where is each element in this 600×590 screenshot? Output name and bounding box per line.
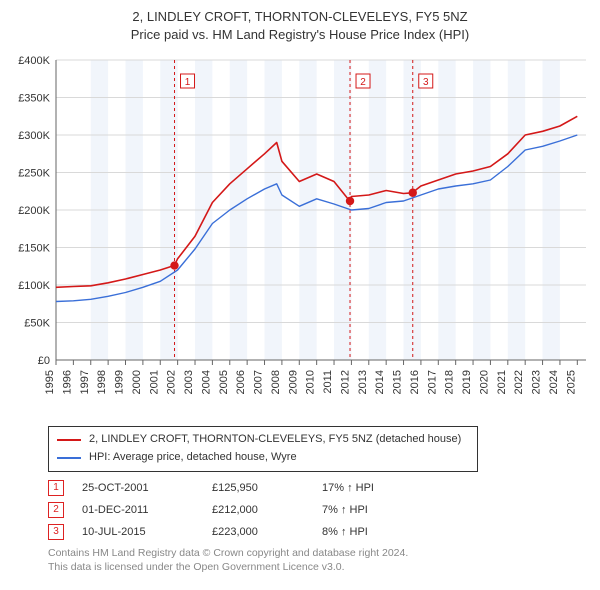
tx-date: 01-DEC-2011 [82, 504, 212, 516]
svg-text:2011: 2011 [322, 370, 334, 394]
marker-badge: 2 [48, 502, 64, 518]
legend-label: HPI: Average price, detached house, Wyre [89, 449, 297, 467]
legend: 2, LINDLEY CROFT, THORNTON-CLEVELEYS, FY… [48, 426, 478, 471]
svg-text:2023: 2023 [531, 370, 543, 394]
marker-badge: 1 [48, 480, 64, 496]
svg-text:£0: £0 [38, 355, 50, 367]
svg-text:3: 3 [423, 77, 429, 88]
svg-text:2006: 2006 [235, 370, 247, 394]
tx-date: 25-OCT-2001 [82, 482, 212, 494]
svg-text:2004: 2004 [200, 370, 212, 394]
svg-text:2: 2 [360, 77, 366, 88]
chart-title-block: 2, LINDLEY CROFT, THORNTON-CLEVELEYS, FY… [8, 8, 592, 44]
legend-swatch [57, 439, 81, 441]
svg-text:2002: 2002 [166, 370, 178, 394]
table-row: 3 10-JUL-2015 £223,000 8% ↑ HPI [48, 524, 592, 540]
table-row: 1 25-OCT-2001 £125,950 17% ↑ HPI [48, 480, 592, 496]
footer-attribution: Contains HM Land Registry data © Crown c… [48, 546, 592, 575]
svg-text:2001: 2001 [148, 370, 160, 394]
svg-text:2017: 2017 [426, 370, 438, 394]
svg-text:1: 1 [185, 77, 191, 88]
svg-text:£300K: £300K [18, 130, 50, 142]
table-row: 2 01-DEC-2011 £212,000 7% ↑ HPI [48, 502, 592, 518]
svg-text:1995: 1995 [44, 370, 56, 394]
tx-pct: 8% ↑ HPI [322, 526, 432, 538]
svg-text:2022: 2022 [513, 370, 525, 394]
svg-text:2014: 2014 [374, 370, 386, 394]
tx-pct: 7% ↑ HPI [322, 504, 432, 516]
svg-text:2013: 2013 [357, 370, 369, 394]
legend-item: 2, LINDLEY CROFT, THORNTON-CLEVELEYS, FY… [57, 431, 469, 449]
svg-text:2000: 2000 [131, 370, 143, 394]
svg-text:2008: 2008 [270, 370, 282, 394]
svg-text:£400K: £400K [18, 55, 50, 67]
title-line-2: Price paid vs. HM Land Registry's House … [8, 26, 592, 44]
svg-text:2010: 2010 [305, 370, 317, 394]
svg-text:2025: 2025 [565, 370, 577, 394]
svg-text:£200K: £200K [18, 205, 50, 217]
svg-text:£250K: £250K [18, 168, 50, 180]
svg-text:2018: 2018 [444, 370, 456, 394]
svg-text:1999: 1999 [114, 370, 126, 394]
chart-svg: £0 £50K £100K £150K £200K £250K £300K £350K £400… [8, 50, 592, 420]
svg-text:1997: 1997 [79, 370, 91, 394]
tx-price: £125,950 [212, 482, 322, 494]
svg-text:2007: 2007 [253, 370, 265, 394]
svg-text:2016: 2016 [409, 370, 421, 394]
footer-line: Contains HM Land Registry data © Crown c… [48, 546, 592, 561]
tx-price: £212,000 [212, 504, 322, 516]
svg-text:2005: 2005 [218, 370, 230, 394]
price-chart: £0 £50K £100K £150K £200K £250K £300K £350K £400… [8, 50, 592, 420]
svg-text:2019: 2019 [461, 370, 473, 394]
tx-price: £223,000 [212, 526, 322, 538]
tx-date: 10-JUL-2015 [82, 526, 212, 538]
svg-text:£350K: £350K [18, 93, 50, 105]
legend-swatch [57, 457, 81, 459]
marker-badge: 3 [48, 524, 64, 540]
svg-text:2009: 2009 [287, 370, 299, 394]
svg-text:2003: 2003 [183, 370, 195, 394]
svg-text:2024: 2024 [548, 370, 560, 394]
transaction-table: 1 25-OCT-2001 £125,950 17% ↑ HPI 2 01-DE… [48, 480, 592, 540]
svg-text:2012: 2012 [339, 370, 351, 394]
legend-item: HPI: Average price, detached house, Wyre [57, 449, 469, 467]
svg-text:1996: 1996 [61, 370, 73, 394]
svg-text:2021: 2021 [496, 370, 508, 394]
footer-line: This data is licensed under the Open Gov… [48, 560, 592, 575]
svg-text:£100K: £100K [18, 280, 50, 292]
svg-text:£150K: £150K [18, 243, 50, 255]
svg-text:2015: 2015 [392, 370, 404, 394]
title-line-1: 2, LINDLEY CROFT, THORNTON-CLEVELEYS, FY… [8, 8, 592, 26]
tx-pct: 17% ↑ HPI [322, 482, 432, 494]
svg-text:£50K: £50K [24, 318, 50, 330]
svg-text:2020: 2020 [478, 370, 490, 394]
svg-text:1998: 1998 [96, 370, 108, 394]
legend-label: 2, LINDLEY CROFT, THORNTON-CLEVELEYS, FY… [89, 431, 461, 449]
